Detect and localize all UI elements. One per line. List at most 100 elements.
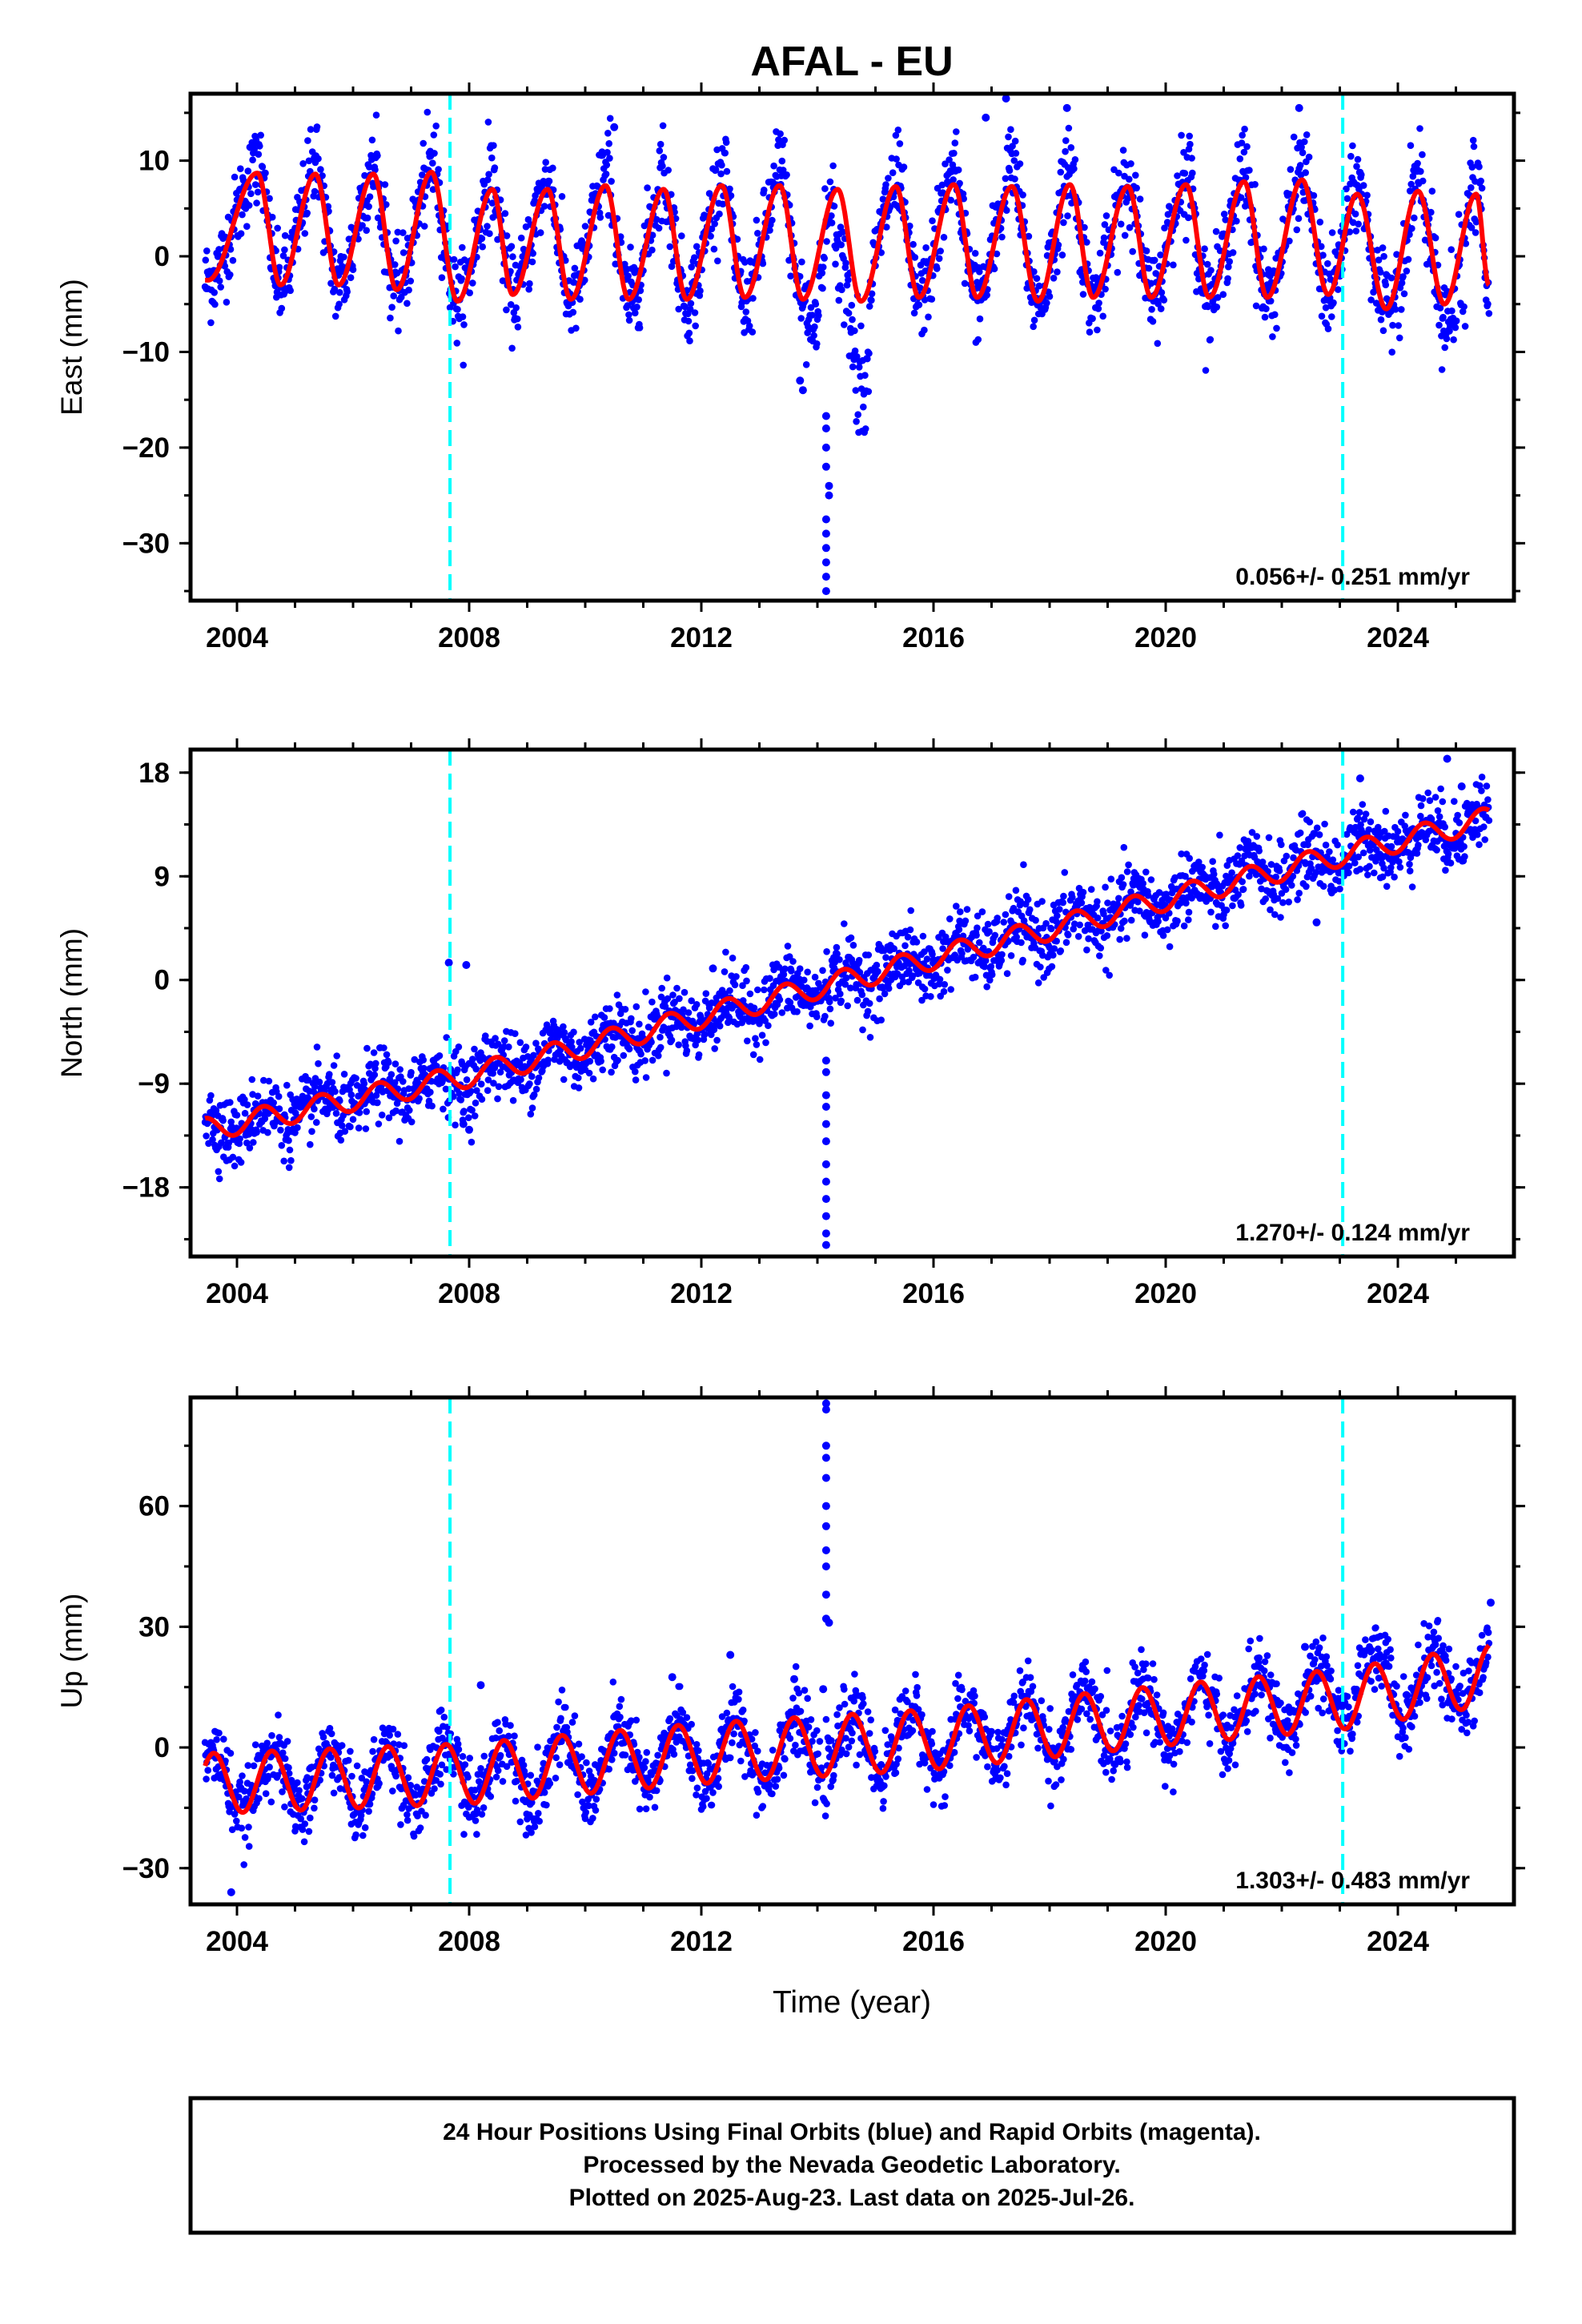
data-point bbox=[1258, 885, 1265, 893]
data-point bbox=[837, 990, 844, 998]
data-point bbox=[454, 1066, 461, 1074]
data-point bbox=[467, 1088, 475, 1095]
data-point bbox=[821, 1012, 829, 1020]
data-point bbox=[663, 974, 671, 982]
data-point bbox=[944, 967, 951, 974]
data-point bbox=[759, 259, 767, 267]
data-point bbox=[1037, 963, 1044, 971]
data-point bbox=[1086, 903, 1094, 911]
data-point bbox=[1086, 328, 1094, 336]
data-point bbox=[811, 323, 818, 331]
data-point bbox=[981, 963, 989, 971]
data-point bbox=[509, 1096, 517, 1104]
data-point bbox=[363, 214, 371, 222]
data-point bbox=[294, 1124, 301, 1132]
data-point bbox=[1407, 142, 1415, 149]
data-point bbox=[1286, 237, 1293, 245]
data-point bbox=[587, 1019, 595, 1026]
data-point bbox=[1070, 920, 1078, 927]
data-point bbox=[1380, 252, 1387, 260]
data-point bbox=[1251, 181, 1259, 188]
data-point bbox=[268, 1731, 275, 1739]
data-point bbox=[621, 1006, 629, 1013]
data-point bbox=[855, 956, 863, 964]
data-point bbox=[1306, 818, 1314, 826]
data-point bbox=[484, 1087, 492, 1094]
data-point bbox=[1074, 933, 1082, 940]
data-point bbox=[1042, 919, 1050, 927]
data-point bbox=[495, 1083, 503, 1091]
data-point bbox=[372, 1059, 379, 1068]
data-point bbox=[386, 1731, 394, 1739]
data-point bbox=[1229, 249, 1237, 256]
data-point bbox=[1226, 258, 1233, 265]
data-point bbox=[217, 283, 225, 291]
data-point bbox=[890, 945, 897, 952]
data-point bbox=[769, 216, 776, 224]
data-point bbox=[826, 178, 834, 186]
rate-label: 1.270+/- 0.124 mm/yr bbox=[1235, 1220, 1470, 1246]
data-point bbox=[1185, 214, 1192, 222]
data-point bbox=[1147, 279, 1155, 287]
data-point bbox=[1293, 226, 1301, 234]
data-point bbox=[1239, 886, 1247, 893]
data-point bbox=[397, 293, 405, 301]
data-point bbox=[420, 139, 427, 147]
data-point bbox=[883, 223, 890, 231]
data-point bbox=[708, 225, 716, 233]
data-point bbox=[1461, 323, 1469, 330]
data-point bbox=[1262, 895, 1269, 903]
data-point bbox=[1402, 811, 1409, 819]
data-point bbox=[1379, 873, 1387, 881]
data-point bbox=[1254, 858, 1261, 866]
data-point bbox=[900, 978, 907, 986]
data-point bbox=[1414, 159, 1421, 167]
data-point bbox=[937, 247, 944, 255]
data-point bbox=[1186, 854, 1193, 862]
data-point bbox=[279, 252, 287, 259]
data-point bbox=[785, 953, 793, 960]
data-point bbox=[664, 995, 672, 1003]
outlier-point bbox=[821, 544, 830, 553]
data-point bbox=[359, 1831, 367, 1839]
data-point bbox=[494, 1040, 502, 1048]
data-point bbox=[471, 1045, 478, 1053]
data-point bbox=[1398, 306, 1405, 313]
data-point bbox=[1391, 873, 1398, 881]
data-point bbox=[959, 190, 967, 198]
data-point bbox=[372, 111, 380, 119]
data-point bbox=[572, 324, 580, 332]
data-point bbox=[491, 164, 499, 171]
data-point bbox=[666, 243, 674, 251]
data-point bbox=[331, 312, 339, 320]
data-point bbox=[1048, 963, 1056, 971]
data-point bbox=[1121, 231, 1129, 239]
data-point bbox=[259, 163, 267, 171]
data-point bbox=[852, 387, 860, 394]
data-point bbox=[299, 160, 307, 167]
data-point bbox=[1071, 156, 1079, 163]
data-point bbox=[340, 1071, 348, 1078]
data-point bbox=[1094, 326, 1101, 334]
data-point bbox=[1174, 917, 1181, 925]
data-point bbox=[1477, 177, 1484, 185]
data-point bbox=[371, 1064, 379, 1072]
data-point bbox=[375, 1779, 383, 1787]
data-point bbox=[1263, 305, 1270, 312]
data-point bbox=[1447, 246, 1455, 254]
data-point bbox=[458, 275, 465, 283]
data-point bbox=[901, 942, 909, 950]
data-point bbox=[227, 246, 235, 253]
data-point bbox=[873, 961, 881, 969]
outlier-point bbox=[1443, 754, 1452, 763]
data-point bbox=[1054, 912, 1061, 919]
data-point bbox=[1083, 239, 1090, 246]
data-point bbox=[1067, 144, 1075, 151]
data-point bbox=[331, 285, 339, 293]
data-point bbox=[1345, 869, 1352, 877]
data-point bbox=[1366, 862, 1373, 870]
data-point bbox=[1478, 787, 1485, 794]
data-point bbox=[714, 257, 721, 265]
data-point bbox=[1427, 208, 1435, 216]
data-point bbox=[1057, 947, 1065, 955]
